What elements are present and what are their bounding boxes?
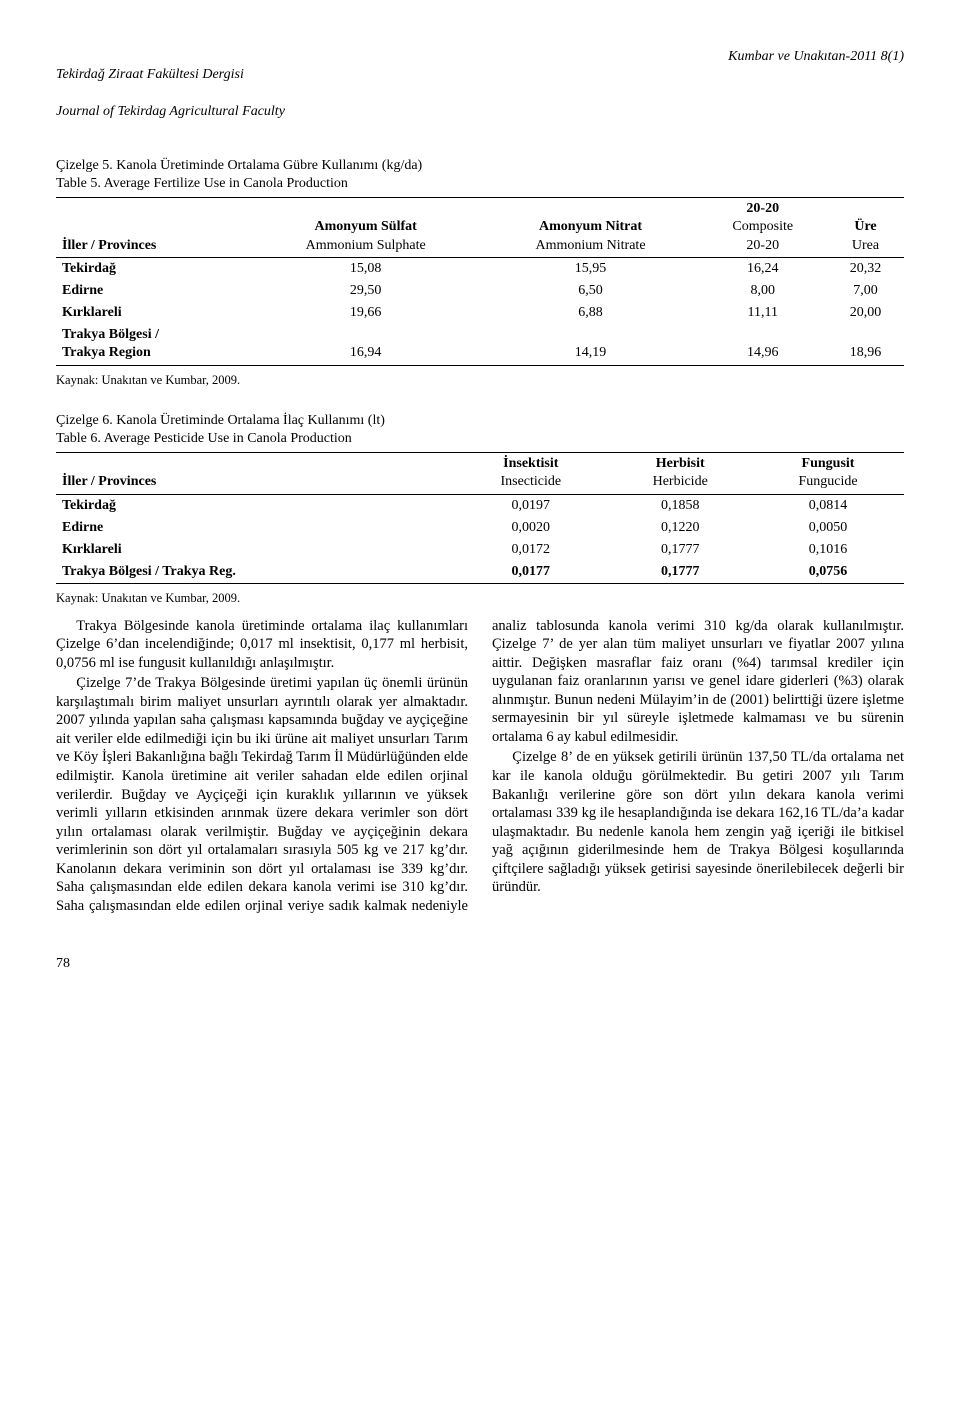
t5-h-composite: 20-20 Composite 20-20 — [698, 198, 827, 258]
body-p3: Çizelge 8’ de en yüksek getirili ürünün … — [492, 748, 904, 896]
body-p1: Trakya Bölgesinde kanola üretiminde orta… — [56, 617, 468, 673]
table5: İller / Provinces Amonyum Sülfat Ammoniu… — [56, 197, 904, 366]
t6-h-herb: Herbisit Herbicide — [608, 453, 752, 494]
table5-caption: Çizelge 5. Kanola Üretiminde Ortalama Gü… — [56, 157, 904, 193]
t6-r2c1: 0,0020 — [453, 517, 608, 539]
t5-h-provinces: İller / Provinces — [56, 198, 249, 258]
t6-r3c0: Kırklareli — [62, 542, 122, 557]
table-row: Edirne 0,0020 0,1220 0,0050 — [56, 517, 904, 539]
t5-r3c4: 20,00 — [827, 302, 904, 324]
t5-h-amsulfat: Amonyum Sülfat Ammonium Sulphate — [249, 198, 483, 258]
t5-r4c1: 16,94 — [249, 324, 483, 365]
page-number: 78 — [56, 955, 904, 973]
table6-caption-en: Table 6. Average Pesticide Use in Canola… — [56, 431, 352, 446]
t6-h-fung: Fungusit Fungucide — [752, 453, 904, 494]
t6-r3c3: 0,1016 — [752, 539, 904, 561]
t5-r4c3: 14,96 — [698, 324, 827, 365]
t5-h-amsulfat-en: Ammonium Sulphate — [306, 238, 426, 253]
header-journal-tr: Tekirdağ Ziraat Fakültesi Dergisi — [56, 67, 244, 82]
t5-h-amsulfat-tr: Amonyum Sülfat — [315, 219, 417, 234]
t5-h-ure-en: Urea — [852, 238, 879, 253]
t5-h-comp-l1: 20-20 — [746, 201, 779, 216]
t5-r3c3: 11,11 — [698, 302, 827, 324]
t5-r2c1: 29,50 — [249, 280, 483, 302]
t6-h-fung-en: Fungucide — [798, 474, 857, 489]
t5-r1c0: Tekirdağ — [62, 261, 116, 276]
t6-r2c3: 0,0050 — [752, 517, 904, 539]
header-journal-en: Journal of Tekirdag Agricultural Faculty — [56, 104, 285, 119]
table-row: Tekirdağ 0,0197 0,1858 0,0814 — [56, 494, 904, 517]
t5-h-amnitrat-tr: Amonyum Nitrat — [539, 219, 642, 234]
t5-h-ure-tr: Üre — [854, 219, 876, 234]
t5-r4c2: 14,19 — [483, 324, 699, 365]
table-row: Kırklareli 0,0172 0,1777 0,1016 — [56, 539, 904, 561]
t5-r3c0: Kırklareli — [62, 305, 122, 320]
t6-h-provinces: İller / Provinces — [56, 453, 453, 494]
t5-r3c2: 6,88 — [483, 302, 699, 324]
t6-r4c0: Trakya Bölgesi / Trakya Reg. — [62, 564, 236, 579]
t5-r2c3: 8,00 — [698, 280, 827, 302]
table5-caption-en: Table 5. Average Fertilize Use in Canola… — [56, 176, 348, 191]
t6-r1c1: 0,0197 — [453, 494, 608, 517]
body-text: Trakya Bölgesinde kanola üretiminde orta… — [56, 617, 904, 916]
table6-caption: Çizelge 6. Kanola Üretiminde Ortalama İl… — [56, 412, 904, 448]
t6-r4c3: 0,0756 — [809, 564, 848, 579]
t6-h-herb-tr: Herbisit — [656, 456, 705, 471]
header-left: Tekirdağ Ziraat Fakültesi Dergisi Journa… — [56, 48, 285, 121]
t6-h-ins-tr: İnsektisit — [503, 456, 558, 471]
t6-h-fung-tr: Fungusit — [802, 456, 855, 471]
t5-r3c1: 19,66 — [249, 302, 483, 324]
t5-r1c4: 20,32 — [827, 257, 904, 280]
table-row: Kırklareli 19,66 6,88 11,11 20,00 — [56, 302, 904, 324]
t5-h-comp-l3: 20-20 — [746, 238, 779, 253]
t5-r2c0: Edirne — [62, 283, 103, 298]
running-header: Tekirdağ Ziraat Fakültesi Dergisi Journa… — [56, 48, 904, 121]
t5-r4c0a: Trakya Bölgesi / — [62, 327, 159, 342]
t5-r4c0b: Trakya Region — [62, 345, 151, 360]
t5-r2c2: 6,50 — [483, 280, 699, 302]
t5-h-comp-l2: Composite — [732, 219, 793, 234]
table-row: Trakya Bölgesi / Trakya Reg. 0,0177 0,17… — [56, 561, 904, 584]
t5-r1c3: 16,24 — [698, 257, 827, 280]
t6-r2c0: Edirne — [62, 520, 103, 535]
table-row: Edirne 29,50 6,50 8,00 7,00 — [56, 280, 904, 302]
t5-r4c4: 18,96 — [827, 324, 904, 365]
table6: İller / Provinces İnsektisit Insecticide… — [56, 452, 904, 584]
header-right: Kumbar ve Unakıtan-2011 8(1) — [728, 48, 904, 121]
t6-r4c1: 0,0177 — [512, 564, 551, 579]
t6-r3c1: 0,0172 — [453, 539, 608, 561]
t5-r1c1: 15,08 — [249, 257, 483, 280]
t6-r4c2: 0,1777 — [661, 564, 700, 579]
t6-h-ins: İnsektisit Insecticide — [453, 453, 608, 494]
t5-r2c4: 7,00 — [827, 280, 904, 302]
table5-source: Kaynak: Unakıtan ve Kumbar, 2009. — [56, 372, 904, 388]
t6-r1c0: Tekirdağ — [62, 498, 116, 513]
t6-r3c2: 0,1777 — [608, 539, 752, 561]
table6-caption-tr: Çizelge 6. Kanola Üretiminde Ortalama İl… — [56, 413, 385, 428]
table-row: Tekirdağ 15,08 15,95 16,24 20,32 — [56, 257, 904, 280]
t6-r1c3: 0,0814 — [752, 494, 904, 517]
t5-r1c2: 15,95 — [483, 257, 699, 280]
t6-r2c2: 0,1220 — [608, 517, 752, 539]
table5-caption-tr: Çizelge 5. Kanola Üretiminde Ortalama Gü… — [56, 158, 422, 173]
t6-h-herb-en: Herbicide — [653, 474, 708, 489]
t5-h-amnitrat: Amonyum Nitrat Ammonium Nitrate — [483, 198, 699, 258]
table-row: Trakya Bölgesi / Trakya Region 16,94 14,… — [56, 324, 904, 365]
t6-r1c2: 0,1858 — [608, 494, 752, 517]
table6-source: Kaynak: Unakıtan ve Kumbar, 2009. — [56, 590, 904, 606]
t6-h-ins-en: Insecticide — [500, 474, 561, 489]
t5-h-amnitrat-en: Ammonium Nitrate — [536, 238, 646, 253]
t5-h-ure: Üre Urea — [827, 198, 904, 258]
